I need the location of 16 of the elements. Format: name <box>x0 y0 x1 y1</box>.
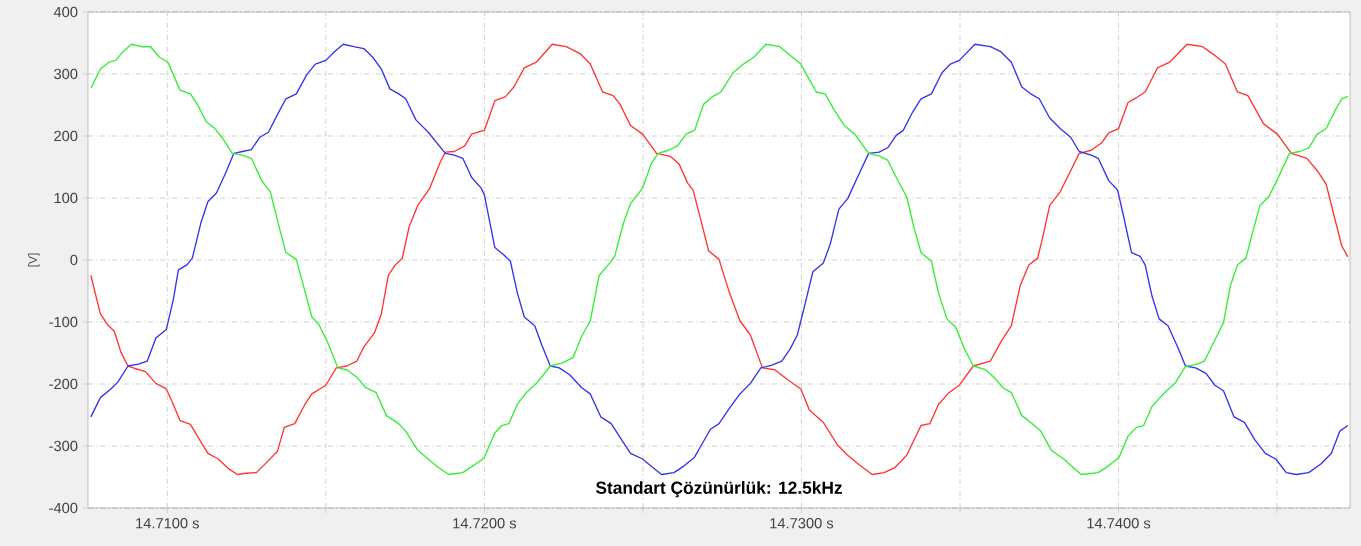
annotation: Standart Çözünürlük: 12.5kHz <box>595 481 842 498</box>
line-series <box>90 43 1349 476</box>
y-tick-label: -100 <box>49 316 78 328</box>
y-tick-label: -200 <box>49 378 78 390</box>
y-tick-label: -300 <box>49 440 78 452</box>
x-tick-label: 14.7100 s <box>136 518 199 529</box>
y-axis-title: [V] <box>28 253 40 267</box>
x-tick-label: 14.7400 s <box>1087 518 1151 529</box>
y-tick-label: 0 <box>70 254 78 266</box>
x-tick-label: 14.7200 s <box>453 518 517 529</box>
y-tick-label: 200 <box>54 130 78 142</box>
y-tick-label: -400 <box>49 502 78 514</box>
x-tick-label: 14.7300 s <box>770 518 834 529</box>
y-tick-label: 400 <box>53 6 78 18</box>
y-tick-label: 300 <box>54 68 78 80</box>
y-tick-label: 100 <box>54 192 78 204</box>
